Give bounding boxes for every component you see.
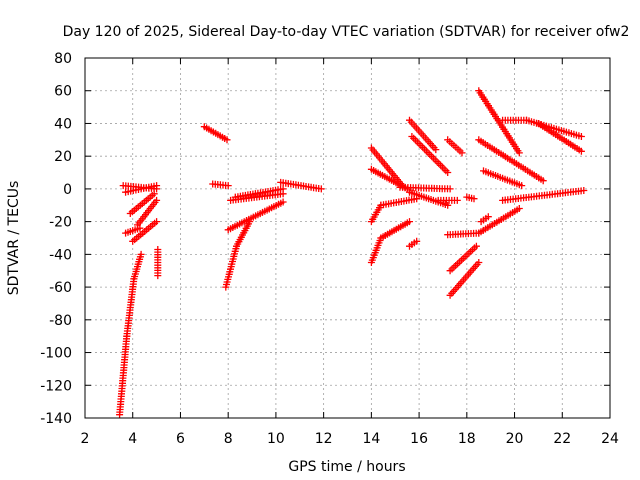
data-point-track — [446, 242, 480, 275]
y-tick-label: -60 — [49, 280, 72, 296]
axis-ticks: 2 4 6 8 10 12 14 16 18 20 22 24-140-120-100-80-60-4… — [40, 51, 619, 447]
grid-lines — [85, 58, 610, 418]
x-tick-label: 16 — [410, 431, 428, 447]
data-point-track — [434, 196, 461, 204]
x-axis-label: GPS time / hours — [288, 459, 405, 475]
x-tick-label: 18 — [458, 431, 476, 447]
data-point-track — [444, 136, 466, 157]
y-tick-label: -80 — [49, 313, 72, 329]
data-point-track — [477, 213, 492, 226]
data-point-track — [116, 332, 131, 419]
data-point-track — [367, 144, 406, 190]
y-tick-label: -100 — [40, 346, 72, 362]
x-tick-label: 8 — [224, 431, 233, 447]
data-point-track — [222, 242, 240, 291]
data-point-track — [480, 167, 526, 190]
y-tick-label: -40 — [49, 247, 72, 263]
y-tick-label: 0 — [63, 182, 72, 198]
y-tick-label: 60 — [54, 84, 72, 100]
data-point-track — [122, 182, 161, 196]
y-tick-label: 80 — [54, 51, 72, 67]
data-point-track — [408, 133, 452, 176]
x-tick-label: 12 — [315, 431, 333, 447]
data-point-track — [475, 87, 523, 157]
data-point-track — [129, 218, 161, 245]
data-point-track — [200, 123, 231, 144]
data-point-track — [499, 187, 588, 204]
y-tick-label: -20 — [49, 215, 72, 231]
x-tick-label: 22 — [553, 431, 571, 447]
data-point-track — [377, 218, 413, 242]
data-point-track — [367, 234, 385, 266]
data-point-track — [231, 185, 287, 201]
plot-frame — [84, 57, 611, 419]
data-points — [116, 87, 588, 419]
data-point-track — [406, 116, 440, 154]
x-tick-label: 14 — [362, 431, 380, 447]
y-tick-label: 20 — [54, 149, 72, 165]
x-tick-label: 6 — [176, 431, 185, 447]
x-tick-label: 24 — [601, 431, 619, 447]
data-point-track — [224, 198, 287, 234]
data-point-track — [130, 250, 145, 283]
data-point-track — [406, 237, 421, 250]
data-point-track — [126, 190, 158, 217]
data-point-track — [134, 196, 161, 229]
x-tick-label: 4 — [128, 431, 137, 447]
data-point-track — [377, 195, 421, 209]
chart-title: Day 120 of 2025, Sidereal Day-to-day VTE… — [63, 24, 630, 40]
data-point-track — [122, 224, 144, 237]
data-point-track — [209, 180, 232, 190]
y-tick-label: 40 — [54, 116, 72, 132]
data-point-track — [123, 275, 138, 340]
x-tick-label: 10 — [267, 431, 285, 447]
y-tick-label: -120 — [40, 378, 72, 394]
y-axis-label: SDTVAR / TECUs — [6, 181, 22, 296]
data-point-track — [475, 136, 547, 185]
data-point-track — [277, 178, 325, 193]
data-point-track — [534, 120, 585, 155]
y-tick-label: -140 — [40, 411, 72, 427]
data-point-track — [475, 205, 523, 237]
x-tick-label: 2 — [81, 431, 90, 447]
data-point-track — [233, 218, 254, 250]
data-point-track — [463, 193, 478, 203]
x-tick-label: 20 — [506, 431, 524, 447]
data-point-track — [396, 183, 454, 193]
data-point-track — [444, 229, 483, 239]
data-point-track — [154, 246, 162, 280]
data-point-track — [446, 259, 483, 299]
